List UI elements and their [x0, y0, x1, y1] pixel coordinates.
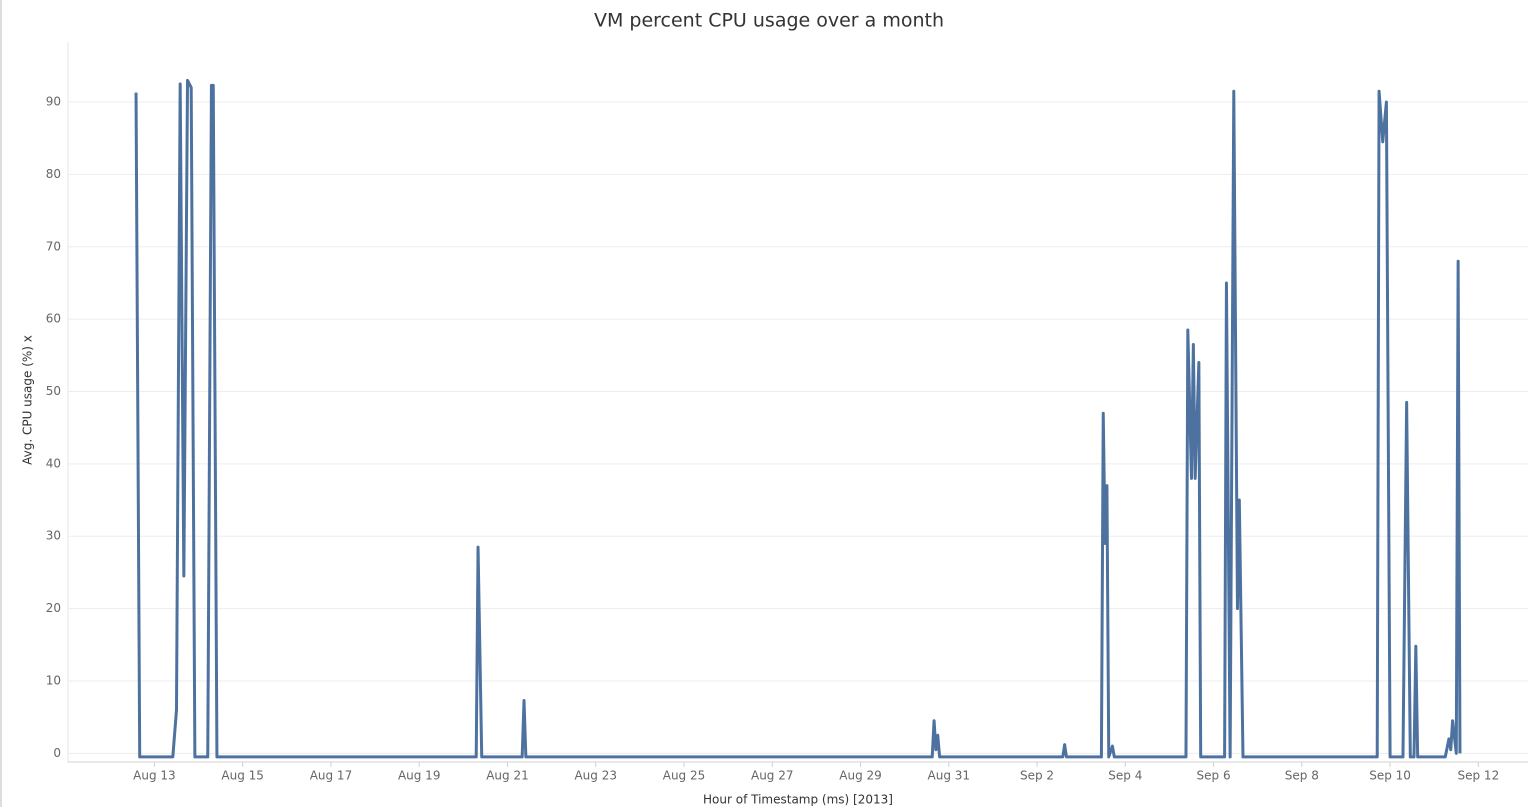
y-tick-label: 40	[46, 456, 61, 470]
y-tick-label: 0	[53, 746, 61, 760]
x-tick-label: Sep 8	[1285, 769, 1319, 783]
x-tick-label: Sep 12	[1458, 769, 1500, 783]
y-tick-label: 70	[46, 239, 61, 253]
cpu-line	[134, 78, 1462, 759]
x-tick-label: Sep 6	[1197, 769, 1231, 783]
chart-title: VM percent CPU usage over a month	[594, 10, 944, 32]
x-tick-label: Aug 13	[133, 769, 176, 783]
y-tick-label: 90	[46, 95, 61, 109]
x-axis-title: Hour of Timestamp (ms) [2013]	[703, 793, 893, 807]
x-tick-label: Aug 27	[751, 769, 794, 783]
y-tick-label: 80	[46, 167, 61, 181]
y-tick-label: 50	[46, 384, 61, 398]
x-tick-label: Aug 25	[663, 769, 706, 783]
x-tick-label: Aug 21	[486, 769, 529, 783]
x-tick-label: Sep 10	[1369, 769, 1411, 783]
x-tick-label: Aug 29	[839, 769, 882, 783]
x-tick-label: Sep 2	[1020, 769, 1054, 783]
y-tick-label: 60	[46, 312, 61, 326]
y-axis-title: Avg. CPU usage (%) x	[21, 335, 35, 465]
x-tick-label: Sep 4	[1108, 769, 1142, 783]
y-tick-label: 10	[46, 673, 61, 687]
x-tick-label: Aug 23	[574, 769, 617, 783]
x-tick-label: Aug 17	[310, 769, 353, 783]
x-tick-label: Aug 19	[398, 769, 441, 783]
x-tick-label: Aug 15	[221, 769, 264, 783]
y-tick-label: 20	[46, 601, 61, 615]
x-tick-label: Aug 31	[928, 769, 971, 783]
y-tick-label: 30	[46, 529, 61, 543]
